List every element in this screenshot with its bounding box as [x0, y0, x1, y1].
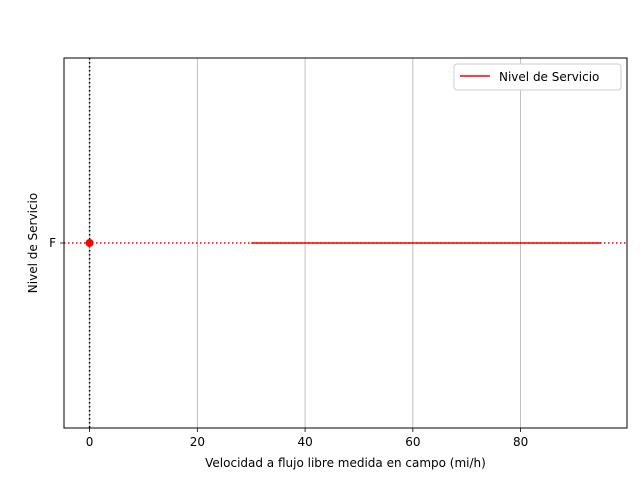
y-axis-label: Nivel de Servicio	[26, 193, 40, 293]
y-tick-label: F	[49, 236, 56, 250]
x-tick-label: 20	[190, 435, 205, 449]
y-axis-ticks: F	[49, 236, 64, 250]
x-axis-ticks: 0 20 40 60 80	[86, 428, 528, 449]
x-tick-label: 0	[86, 435, 94, 449]
legend: Nivel de Servicio	[453, 63, 622, 91]
legend-box	[453, 63, 622, 91]
series	[85, 239, 602, 247]
x-axis-label: Velocidad a flujo libre medida en campo …	[205, 456, 486, 470]
x-tick-label: 60	[405, 435, 420, 449]
legend-label: Nivel de Servicio	[499, 70, 599, 84]
x-tick-label: 40	[297, 435, 312, 449]
x-tick-label: 80	[513, 435, 528, 449]
data-point-marker	[85, 239, 94, 247]
